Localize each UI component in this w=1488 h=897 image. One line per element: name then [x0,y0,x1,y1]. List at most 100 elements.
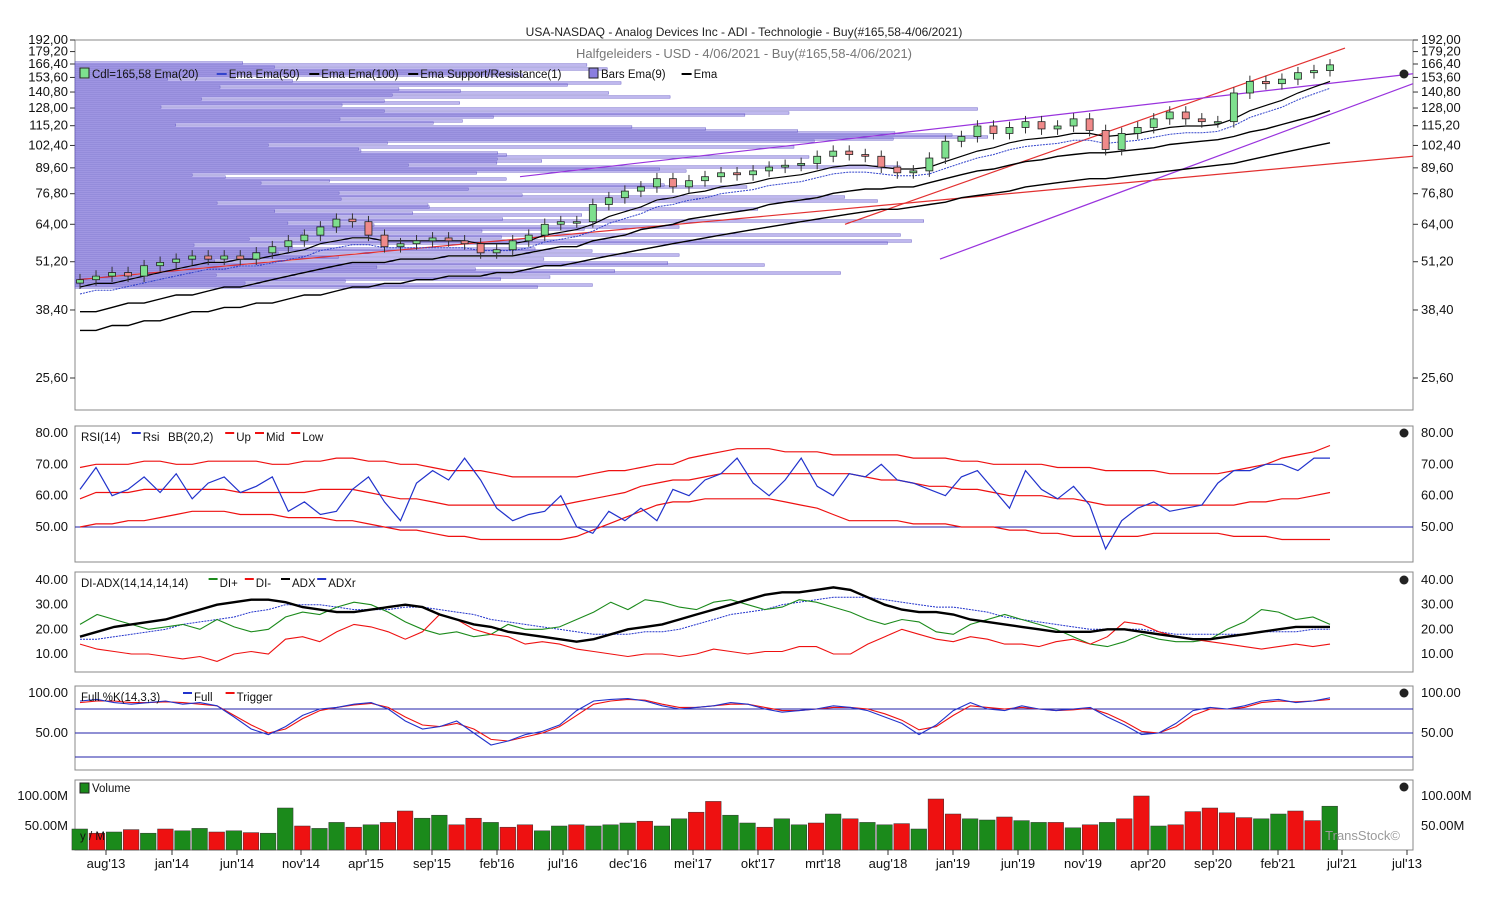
candle [188,255,197,260]
volume-bar [688,811,705,851]
price-tick-label-right: 192,00 [1421,32,1461,47]
volume-bar [551,825,568,851]
candle [781,164,790,168]
x-tick-label: apr'15 [348,856,384,871]
volume-bar [1218,812,1236,851]
volume-bar [1099,822,1116,851]
legend-label: ADX [292,578,316,590]
candle [1197,118,1206,123]
price-level-bar [74,145,795,149]
volume-bar [1236,817,1253,851]
candle [236,255,245,260]
volume-bar [260,832,277,851]
adx-panel [74,571,1414,673]
x-tick-label: apr'20 [1130,856,1166,871]
price-level-bar [74,125,633,129]
volume-bar [1081,824,1099,851]
volume-bar [893,823,910,851]
candle [765,166,774,172]
volume-bar [414,817,431,851]
rsi-legend: RSI(14) Rsi BB(20,2) Up Mid Low [81,432,324,444]
adx-line [79,586,1330,643]
candle [172,258,181,263]
candle [861,154,870,157]
candle [492,249,501,254]
price-level-bar [74,99,385,103]
volume-bar [1184,811,1201,851]
volume-bar [225,830,242,851]
x-tick-label: okt'17 [741,856,775,871]
purple-trendline-upper [519,73,1414,178]
candle [476,243,485,254]
price-tick-label-right: 102,40 [1421,137,1461,152]
volume-bar [1133,795,1150,851]
volume-bar [482,822,499,851]
price-tick-label-right: 64,00 [1421,216,1454,231]
volume-bar [722,814,739,851]
price-tick-label-right: 76,80 [1421,186,1454,201]
x-tick-label: jan'19 [935,856,970,871]
candle [1117,133,1126,150]
volume-bar [636,820,653,851]
price-tick-label-left: 51,20 [35,254,68,269]
candle [268,246,277,254]
chart-subtitle: Halfgeleiders - USD - 4/06/2021 - Buy(#1… [575,46,913,61]
candle [204,255,213,260]
candle [92,275,100,281]
volume-bar [140,832,157,851]
price-tick-label-right: 179,20 [1421,44,1461,59]
close-panel-icon [1399,69,1409,79]
candle [1149,118,1158,128]
price-level-bar [74,177,507,181]
x-tick-label: jul'13 [1391,856,1422,871]
x-tick-label: mrt'18 [805,856,841,871]
candle [556,221,565,225]
price-tick-label-right: 25,60 [1421,370,1454,385]
candle [524,234,533,242]
price-tick-label-right: 166,40 [1421,56,1461,71]
adx-tick-label-right: 30.00 [1421,597,1454,612]
price-tick-label-left: 76,80 [35,186,68,201]
candle [1229,92,1238,123]
volume-unit-label: y / M [80,831,105,843]
volume-bar [191,828,208,851]
volume-bar [962,818,979,851]
volume-bar [277,807,294,851]
candle [252,252,261,260]
volume-bar [328,822,345,851]
x-tick-label: dec'16 [609,856,647,871]
price-tick-label-left: 192,00 [28,32,68,47]
candle [124,272,132,277]
volume-bar [859,822,876,851]
volume-bar [773,818,790,851]
volume-bar [979,819,996,851]
rsi-panel [74,425,1414,563]
volume-bar [516,824,534,851]
price-tick-label-right: 140,80 [1421,84,1461,99]
x-tick-label: jan'14 [154,856,189,871]
price-level-bar [74,63,588,67]
adx-tick-label-right: 20.00 [1421,621,1454,636]
candle [1085,118,1094,131]
candle [1165,111,1174,120]
price-tick-label-left: 166,40 [28,56,68,71]
candle [540,223,549,236]
volume-bar [876,824,893,851]
volume-bar [311,828,328,851]
candle [1278,78,1286,85]
volume-bar [345,826,362,851]
volume-bar [362,824,379,851]
volume-bar [448,824,465,851]
volume-bar [602,824,619,851]
legend-label: DI-ADX(14,14,14,14) [81,578,189,590]
candle [845,150,854,155]
price-level-bar [74,183,665,187]
candle [1005,127,1014,134]
adx-tick-label-left: 20.00 [35,621,68,636]
volume-bar [1047,822,1064,851]
volume-bar [1167,824,1184,851]
watermark: TransStock© [1325,828,1400,843]
x-tick-label: jul'21 [1326,856,1357,871]
rsi-line [79,456,1330,551]
